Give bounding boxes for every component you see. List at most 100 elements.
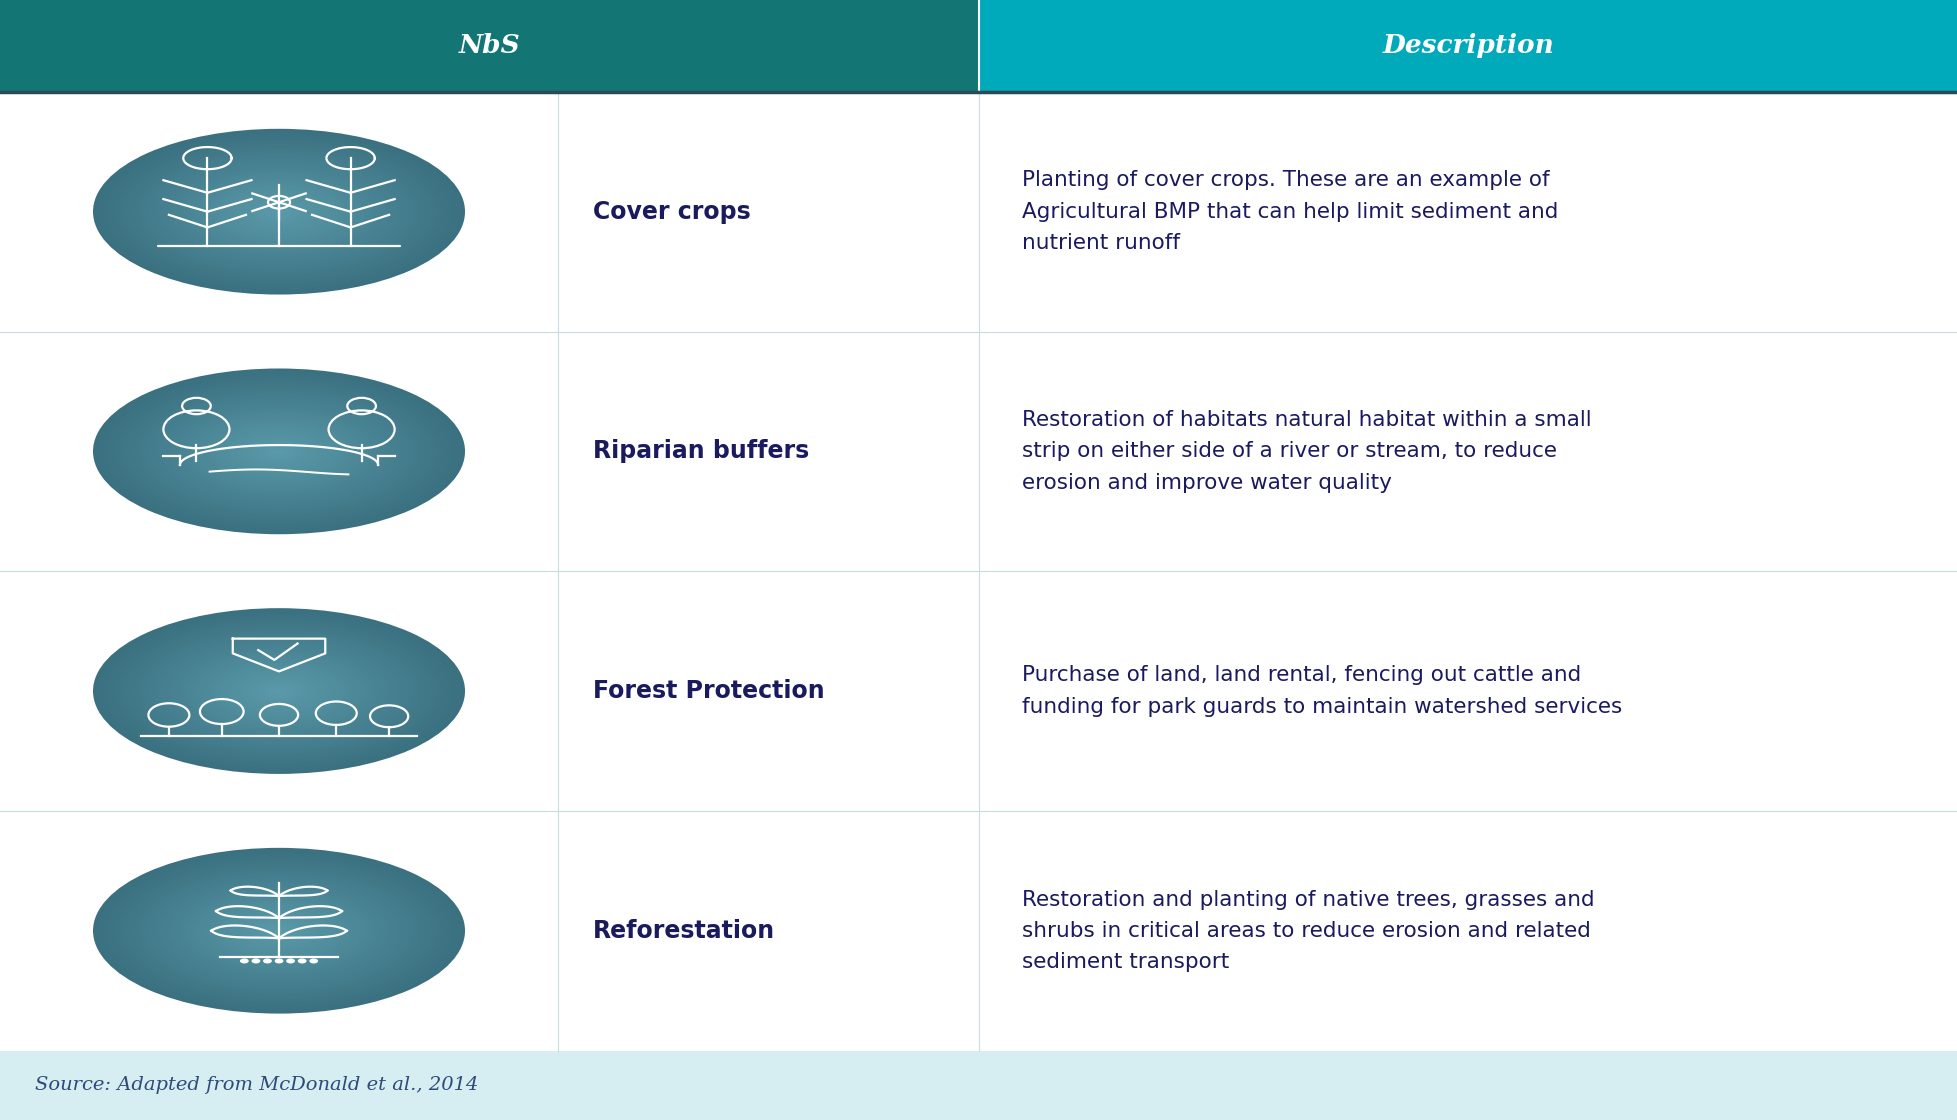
Circle shape xyxy=(241,959,249,963)
Ellipse shape xyxy=(92,129,464,295)
Circle shape xyxy=(262,959,272,963)
Ellipse shape xyxy=(127,143,431,280)
Ellipse shape xyxy=(92,848,464,1014)
Ellipse shape xyxy=(239,673,319,709)
Ellipse shape xyxy=(207,420,350,483)
Ellipse shape xyxy=(198,175,360,249)
Ellipse shape xyxy=(112,376,446,526)
Ellipse shape xyxy=(123,142,434,281)
Ellipse shape xyxy=(178,167,380,256)
Text: Purchase of land, land rental, fencing out cattle and
funding for park guards to: Purchase of land, land rental, fencing o… xyxy=(1022,665,1622,717)
Ellipse shape xyxy=(235,671,323,711)
Ellipse shape xyxy=(239,913,319,949)
Ellipse shape xyxy=(260,683,297,699)
Ellipse shape xyxy=(137,868,421,993)
Ellipse shape xyxy=(174,645,384,737)
Ellipse shape xyxy=(170,883,387,979)
Ellipse shape xyxy=(231,670,327,712)
Ellipse shape xyxy=(96,370,462,533)
Ellipse shape xyxy=(223,666,335,716)
Ellipse shape xyxy=(231,190,327,233)
FancyBboxPatch shape xyxy=(0,811,1957,1051)
Ellipse shape xyxy=(127,383,431,520)
Ellipse shape xyxy=(204,418,352,485)
Ellipse shape xyxy=(127,862,431,999)
Ellipse shape xyxy=(123,382,434,521)
Ellipse shape xyxy=(276,450,282,452)
Circle shape xyxy=(274,959,284,963)
Ellipse shape xyxy=(133,386,425,516)
Ellipse shape xyxy=(153,635,405,747)
Ellipse shape xyxy=(112,856,446,1006)
Ellipse shape xyxy=(276,930,282,932)
Ellipse shape xyxy=(164,640,393,743)
Ellipse shape xyxy=(100,132,458,291)
Ellipse shape xyxy=(198,894,360,968)
Ellipse shape xyxy=(141,150,417,273)
Ellipse shape xyxy=(252,440,305,463)
Ellipse shape xyxy=(96,130,462,293)
Ellipse shape xyxy=(104,133,454,290)
Ellipse shape xyxy=(215,903,342,959)
Ellipse shape xyxy=(119,380,438,523)
Ellipse shape xyxy=(115,139,442,284)
Ellipse shape xyxy=(100,851,458,1010)
Ellipse shape xyxy=(211,181,346,242)
Ellipse shape xyxy=(249,917,309,944)
Ellipse shape xyxy=(186,170,372,253)
Ellipse shape xyxy=(123,861,434,1000)
Text: Restoration of habitats natural habitat within a small
strip on either side of a: Restoration of habitats natural habitat … xyxy=(1022,410,1591,493)
Ellipse shape xyxy=(276,690,282,692)
Ellipse shape xyxy=(145,392,413,511)
Ellipse shape xyxy=(157,876,401,986)
Ellipse shape xyxy=(108,136,450,288)
Ellipse shape xyxy=(178,646,380,736)
Ellipse shape xyxy=(252,680,305,702)
Ellipse shape xyxy=(170,643,387,739)
Ellipse shape xyxy=(153,156,405,268)
Ellipse shape xyxy=(249,198,309,225)
Ellipse shape xyxy=(104,852,454,1009)
Ellipse shape xyxy=(272,927,286,934)
Ellipse shape xyxy=(268,687,290,696)
FancyBboxPatch shape xyxy=(0,1051,1957,1120)
Text: NbS: NbS xyxy=(458,34,521,58)
Text: Forest Protection: Forest Protection xyxy=(593,679,824,703)
Ellipse shape xyxy=(190,171,368,252)
Text: Planting of cover crops. These are an example of
Agricultural BMP that can help : Planting of cover crops. These are an ex… xyxy=(1022,170,1558,253)
Ellipse shape xyxy=(260,923,297,939)
Ellipse shape xyxy=(115,379,442,524)
Ellipse shape xyxy=(108,615,450,767)
Ellipse shape xyxy=(198,654,360,728)
Ellipse shape xyxy=(115,858,442,1004)
Ellipse shape xyxy=(190,651,368,731)
Ellipse shape xyxy=(207,899,350,962)
Ellipse shape xyxy=(223,906,335,955)
Ellipse shape xyxy=(100,372,458,531)
Ellipse shape xyxy=(219,904,339,958)
Ellipse shape xyxy=(166,402,389,501)
Ellipse shape xyxy=(272,448,286,455)
Ellipse shape xyxy=(231,909,327,952)
Ellipse shape xyxy=(190,411,368,492)
Ellipse shape xyxy=(182,169,376,254)
Ellipse shape xyxy=(256,441,301,461)
Ellipse shape xyxy=(92,608,464,774)
Ellipse shape xyxy=(92,368,464,534)
Ellipse shape xyxy=(219,664,339,718)
Ellipse shape xyxy=(245,437,313,466)
Ellipse shape xyxy=(249,678,309,704)
Circle shape xyxy=(309,959,317,963)
Ellipse shape xyxy=(145,871,413,990)
Ellipse shape xyxy=(129,146,427,278)
Ellipse shape xyxy=(96,849,462,1012)
Ellipse shape xyxy=(219,185,339,239)
Ellipse shape xyxy=(174,166,384,258)
Circle shape xyxy=(297,959,307,963)
Ellipse shape xyxy=(194,174,364,250)
Ellipse shape xyxy=(204,657,352,725)
Ellipse shape xyxy=(127,623,431,759)
Ellipse shape xyxy=(194,653,364,729)
Text: Riparian buffers: Riparian buffers xyxy=(593,439,808,464)
Ellipse shape xyxy=(166,642,389,740)
